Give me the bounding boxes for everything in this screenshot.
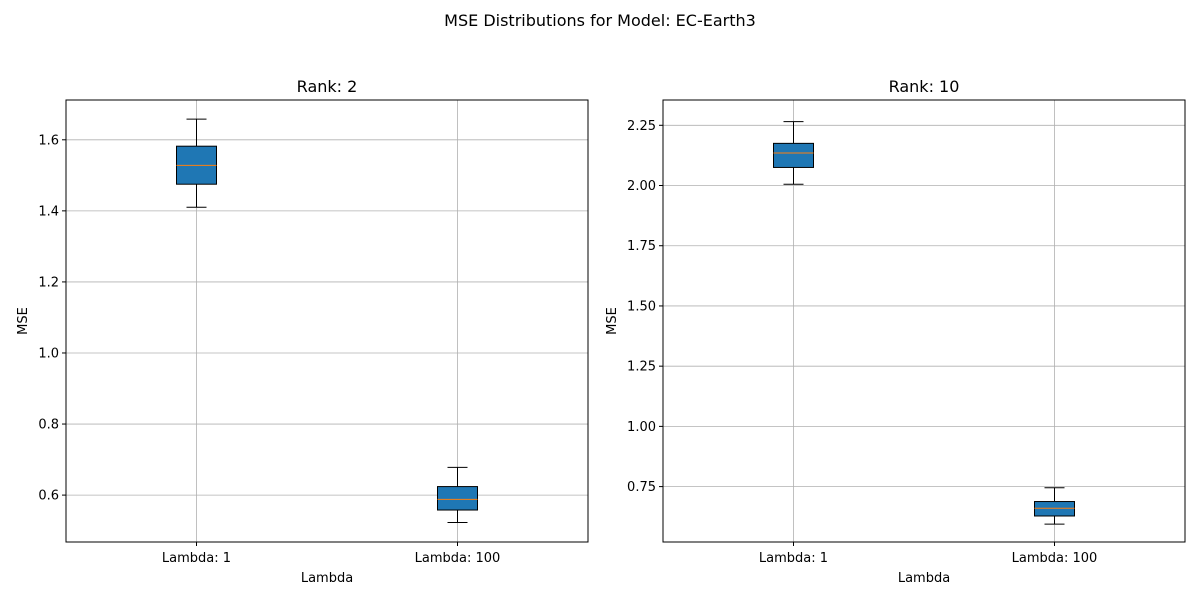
subplot-title: Rank: 2 [297, 77, 358, 96]
box-1 [176, 118, 217, 208]
axes-frame [662, 99, 1186, 543]
subplot-title: Rank: 10 [889, 77, 960, 96]
x-tick-label: Lambda: 1 [162, 551, 231, 566]
x-tick-label: Lambda: 100 [415, 551, 501, 566]
y-tick-label: 1.00 [627, 420, 656, 435]
y-tick-label: 1.6 [38, 133, 59, 148]
x-axis-label: Lambda [898, 571, 950, 586]
y-tick-label: 0.75 [627, 480, 656, 495]
y-tick-label: 1.4 [38, 204, 59, 219]
figure-title: MSE Distributions for Model: EC-Earth3 [444, 11, 756, 30]
x-tick-label: Lambda: 100 [1012, 551, 1098, 566]
subplot-2: 0.75 1.00 1.25 1.50 1.75 2.00 2.25 Lambda: 1 Lam… [605, 77, 1186, 586]
y-tick-label: 1.75 [627, 239, 656, 254]
y-axis-label: MSE [16, 307, 31, 335]
box-2 [1034, 487, 1075, 525]
y-tick-label: 0.8 [38, 418, 59, 433]
y-tick-label: 1.50 [627, 299, 656, 314]
x-axis-label: Lambda [301, 571, 353, 586]
y-tick-label: 2.00 [627, 179, 656, 194]
box-2 [437, 466, 478, 523]
box-iqr [437, 486, 478, 511]
y-tick-label: 1.25 [627, 360, 656, 375]
x-tick-label: Lambda: 1 [759, 551, 828, 566]
axes-frame [65, 99, 589, 543]
subplots: 0.6 0.8 1.0 1.2 1.4 1.6 Lambda: 1 Lambda: 100 Ra… [16, 77, 1186, 586]
y-tick-label: 1.2 [38, 275, 59, 290]
subplot-1: 0.6 0.8 1.0 1.2 1.4 1.6 Lambda: 1 Lambda: 100 Ra… [16, 77, 589, 586]
y-axis-label: MSE [605, 307, 620, 335]
box-iqr [773, 142, 814, 168]
y-tick-label: 1.0 [38, 346, 59, 361]
y-tick-label: 2.25 [627, 119, 656, 134]
y-tick-label: 0.6 [38, 489, 59, 504]
box-1 [773, 121, 814, 185]
